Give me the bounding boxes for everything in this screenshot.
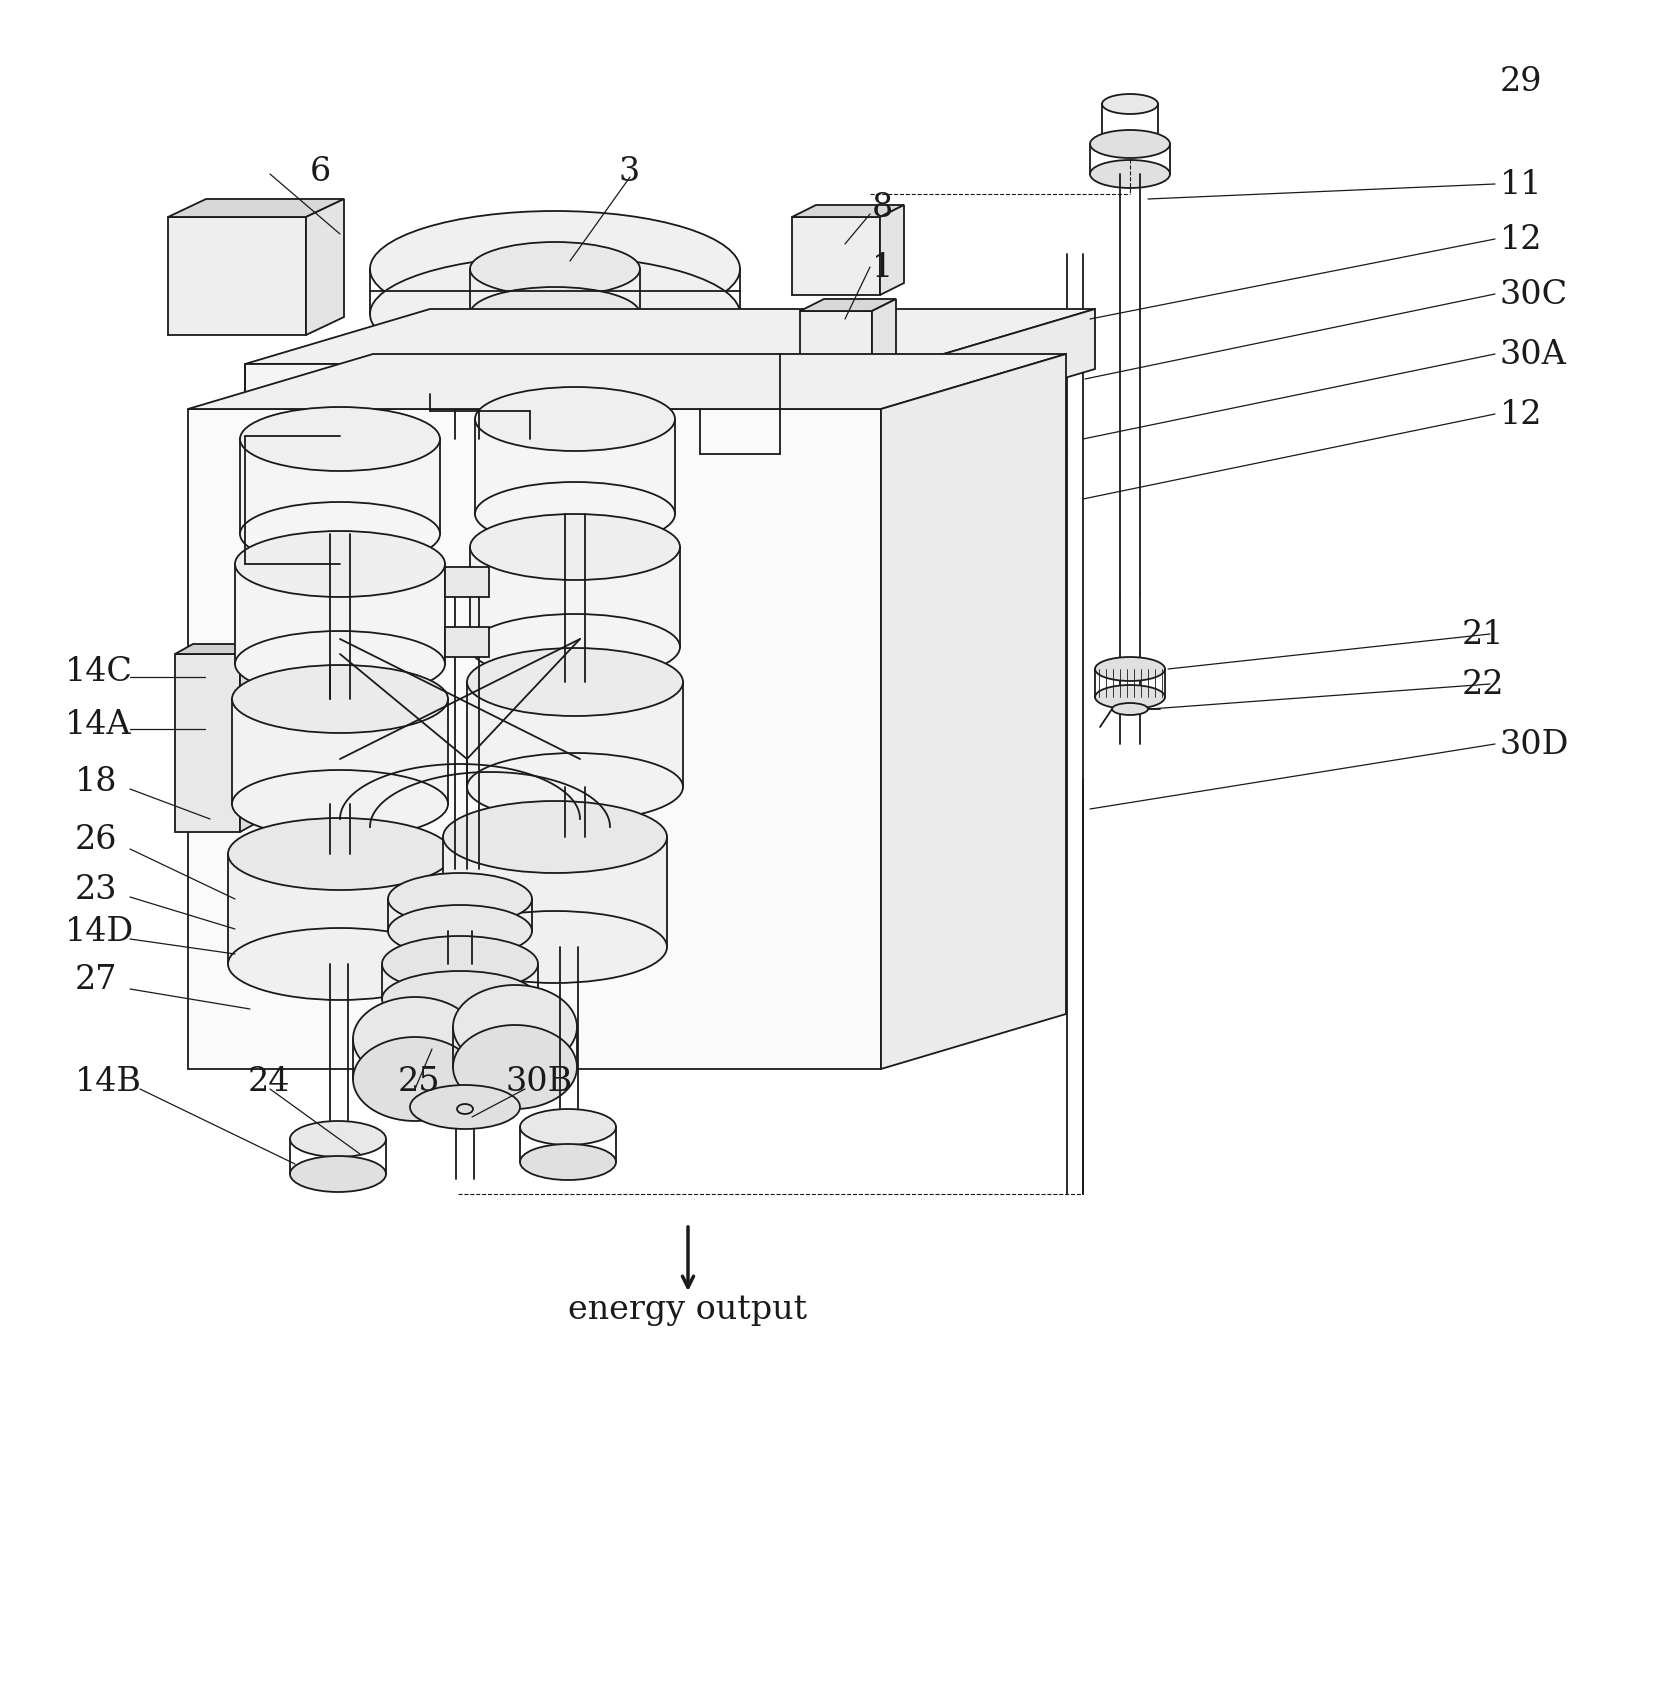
Text: 22: 22 <box>1462 669 1504 701</box>
Ellipse shape <box>1111 703 1148 715</box>
Ellipse shape <box>235 532 445 597</box>
Text: 3: 3 <box>618 156 640 188</box>
Ellipse shape <box>453 1026 578 1110</box>
Bar <box>235 565 445 664</box>
Bar <box>475 420 675 515</box>
Ellipse shape <box>388 905 532 957</box>
Bar <box>445 567 489 597</box>
Text: 30D: 30D <box>1499 728 1570 760</box>
Polygon shape <box>188 410 881 1070</box>
Ellipse shape <box>457 1105 473 1115</box>
Text: 30C: 30C <box>1499 279 1568 311</box>
Ellipse shape <box>369 257 740 373</box>
Polygon shape <box>871 299 897 400</box>
Text: 12: 12 <box>1499 224 1543 256</box>
Text: energy output: energy output <box>569 1293 808 1325</box>
Polygon shape <box>880 205 903 296</box>
Ellipse shape <box>353 997 477 1082</box>
Text: 30B: 30B <box>505 1065 573 1097</box>
Polygon shape <box>175 654 240 833</box>
Bar <box>467 683 683 787</box>
Ellipse shape <box>410 1085 520 1129</box>
Text: 29: 29 <box>1499 66 1543 98</box>
Ellipse shape <box>470 242 640 296</box>
Polygon shape <box>910 309 1095 426</box>
Text: 18: 18 <box>76 765 118 797</box>
Ellipse shape <box>232 666 448 733</box>
Bar <box>470 548 680 648</box>
Ellipse shape <box>443 802 667 873</box>
Ellipse shape <box>240 503 440 567</box>
Text: 14A: 14A <box>65 708 131 740</box>
Ellipse shape <box>383 937 537 992</box>
Text: 21: 21 <box>1462 619 1504 651</box>
Polygon shape <box>175 644 259 654</box>
Polygon shape <box>245 365 910 426</box>
Ellipse shape <box>1090 161 1170 188</box>
Ellipse shape <box>520 1144 616 1181</box>
Ellipse shape <box>470 614 680 681</box>
Text: 6: 6 <box>311 156 331 188</box>
Ellipse shape <box>475 389 675 452</box>
Ellipse shape <box>353 1038 477 1122</box>
Ellipse shape <box>470 515 680 580</box>
Text: 23: 23 <box>76 873 118 905</box>
Ellipse shape <box>1095 686 1165 710</box>
Ellipse shape <box>470 288 640 341</box>
Bar <box>520 400 589 439</box>
Polygon shape <box>792 205 903 219</box>
Text: 24: 24 <box>248 1065 290 1097</box>
Text: 26: 26 <box>76 824 118 856</box>
Polygon shape <box>188 355 1066 410</box>
Text: 1: 1 <box>871 252 893 284</box>
Bar <box>228 854 452 964</box>
Text: 12: 12 <box>1499 399 1543 431</box>
Ellipse shape <box>232 770 448 839</box>
Bar <box>443 838 667 947</box>
Text: 27: 27 <box>76 964 118 996</box>
Ellipse shape <box>228 819 452 890</box>
Ellipse shape <box>383 972 537 1028</box>
Polygon shape <box>168 200 344 219</box>
Bar <box>445 627 489 658</box>
Ellipse shape <box>1101 94 1159 114</box>
Text: 14B: 14B <box>76 1065 141 1097</box>
Ellipse shape <box>290 1122 386 1157</box>
Polygon shape <box>799 299 897 311</box>
Ellipse shape <box>388 873 532 925</box>
Polygon shape <box>245 309 1095 365</box>
Polygon shape <box>799 311 871 400</box>
Text: 30A: 30A <box>1499 338 1567 370</box>
Polygon shape <box>792 219 880 296</box>
Ellipse shape <box>290 1156 386 1193</box>
Polygon shape <box>306 200 344 336</box>
Ellipse shape <box>443 912 667 984</box>
Text: 25: 25 <box>398 1065 440 1097</box>
Ellipse shape <box>240 407 440 471</box>
Ellipse shape <box>1090 131 1170 158</box>
Ellipse shape <box>467 754 683 821</box>
Ellipse shape <box>467 649 683 717</box>
Text: 14C: 14C <box>65 656 133 688</box>
Text: 8: 8 <box>871 192 893 224</box>
Ellipse shape <box>1101 135 1159 155</box>
Text: 11: 11 <box>1499 168 1543 200</box>
Bar <box>240 439 440 535</box>
Ellipse shape <box>228 928 452 1001</box>
Ellipse shape <box>475 483 675 547</box>
Polygon shape <box>240 644 259 833</box>
Ellipse shape <box>1095 658 1165 681</box>
Bar <box>232 700 448 804</box>
Ellipse shape <box>235 632 445 698</box>
Text: 14D: 14D <box>65 915 134 947</box>
Ellipse shape <box>453 986 578 1070</box>
Polygon shape <box>168 219 306 336</box>
Polygon shape <box>881 355 1066 1070</box>
Ellipse shape <box>520 1110 616 1145</box>
Ellipse shape <box>369 212 740 328</box>
